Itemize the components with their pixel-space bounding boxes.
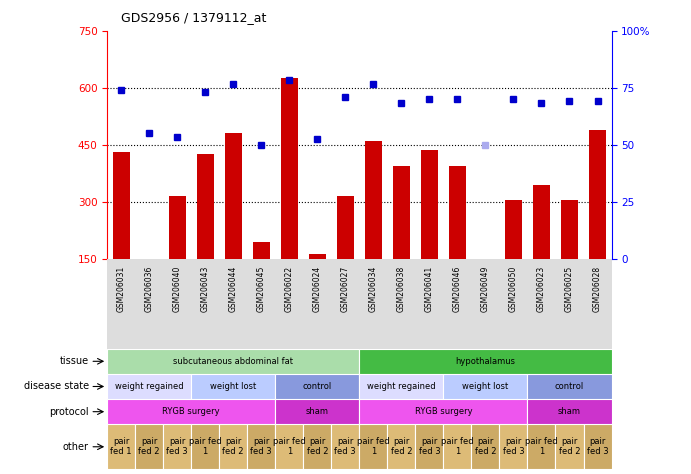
Bar (331, 424, 359, 469)
Text: GSM206040: GSM206040 (173, 266, 182, 312)
Text: GSM206049: GSM206049 (481, 266, 490, 312)
Text: control: control (303, 382, 332, 391)
Text: sham: sham (306, 407, 329, 416)
Bar (359, 349, 612, 374)
Text: pair
fed 3: pair fed 3 (250, 437, 272, 456)
Text: other: other (63, 442, 89, 452)
Bar (197, 154, 214, 259)
Text: pair
fed 3: pair fed 3 (502, 437, 524, 456)
Bar (275, 374, 359, 399)
Bar (113, 152, 129, 259)
Text: GSM206045: GSM206045 (257, 266, 266, 312)
Text: weight regained: weight regained (367, 382, 435, 391)
Text: protocol: protocol (49, 407, 89, 417)
Text: GSM206028: GSM206028 (593, 266, 602, 312)
Bar (281, 78, 298, 259)
Bar (191, 424, 219, 469)
Bar (533, 185, 550, 259)
Text: pair
fed 1: pair fed 1 (111, 437, 132, 456)
Text: GSM206036: GSM206036 (144, 266, 153, 312)
Bar (107, 349, 359, 374)
Bar (589, 129, 606, 259)
Bar (359, 374, 444, 399)
Bar (107, 374, 191, 399)
Text: pair fed
1: pair fed 1 (189, 437, 222, 456)
Text: GSM206024: GSM206024 (313, 266, 322, 312)
Bar (421, 150, 438, 259)
Text: subcutaneous abdominal fat: subcutaneous abdominal fat (173, 357, 293, 366)
Text: GSM206046: GSM206046 (453, 266, 462, 312)
Text: GSM206043: GSM206043 (200, 266, 209, 312)
Bar (191, 374, 275, 399)
Bar (583, 424, 612, 469)
Text: GSM206050: GSM206050 (509, 266, 518, 312)
Text: GSM206041: GSM206041 (425, 266, 434, 312)
Text: pair
fed 2: pair fed 2 (307, 437, 328, 456)
Text: GSM206025: GSM206025 (565, 266, 574, 312)
Text: pair fed
1: pair fed 1 (273, 437, 305, 456)
Text: pair
fed 3: pair fed 3 (587, 437, 608, 456)
Text: GSM206034: GSM206034 (369, 266, 378, 312)
Bar (471, 424, 500, 469)
Bar (107, 399, 275, 424)
Text: weight regained: weight regained (115, 382, 183, 391)
Bar (561, 200, 578, 259)
Text: weight lost: weight lost (462, 382, 509, 391)
Text: pair
fed 2: pair fed 2 (390, 437, 412, 456)
Bar (275, 424, 303, 469)
Bar (309, 254, 325, 259)
Text: pair
fed 3: pair fed 3 (334, 437, 356, 456)
Text: disease state: disease state (23, 382, 89, 392)
Text: pair
fed 2: pair fed 2 (223, 437, 244, 456)
Text: pair
fed 3: pair fed 3 (167, 437, 188, 456)
Text: pair
fed 3: pair fed 3 (419, 437, 440, 456)
Bar (169, 196, 186, 259)
Text: GSM206027: GSM206027 (341, 266, 350, 312)
Text: hypothalamus: hypothalamus (455, 357, 515, 366)
Bar (163, 424, 191, 469)
Text: GSM206038: GSM206038 (397, 266, 406, 312)
Text: GSM206023: GSM206023 (537, 266, 546, 312)
Text: control: control (555, 382, 584, 391)
Text: pair
fed 2: pair fed 2 (559, 437, 580, 456)
Bar (415, 424, 444, 469)
Text: GSM206031: GSM206031 (117, 266, 126, 312)
Text: pair fed
1: pair fed 1 (441, 437, 474, 456)
Bar (505, 200, 522, 259)
Bar (247, 424, 275, 469)
Bar (359, 424, 388, 469)
Bar (253, 242, 269, 259)
Bar (556, 424, 583, 469)
Bar (337, 196, 354, 259)
Text: sham: sham (558, 407, 581, 416)
Bar (107, 424, 135, 469)
Text: pair fed
1: pair fed 1 (525, 437, 558, 456)
Bar (388, 424, 415, 469)
Text: GSM206044: GSM206044 (229, 266, 238, 312)
Bar (449, 166, 466, 259)
Text: weight lost: weight lost (210, 382, 256, 391)
Bar (135, 424, 163, 469)
Text: GDS2956 / 1379112_at: GDS2956 / 1379112_at (121, 11, 266, 24)
Bar (219, 424, 247, 469)
Text: tissue: tissue (59, 356, 89, 366)
Text: RYGB surgery: RYGB surgery (415, 407, 472, 416)
Bar (444, 424, 471, 469)
Text: pair
fed 2: pair fed 2 (138, 437, 160, 456)
Bar (275, 399, 359, 424)
Bar (303, 424, 331, 469)
Bar (365, 141, 381, 259)
Bar (225, 133, 242, 259)
Bar (527, 424, 556, 469)
Text: pair fed
1: pair fed 1 (357, 437, 390, 456)
Text: RYGB surgery: RYGB surgery (162, 407, 220, 416)
Bar (393, 166, 410, 259)
Text: GSM206022: GSM206022 (285, 266, 294, 312)
Bar (500, 424, 527, 469)
Bar (359, 399, 527, 424)
Bar (527, 399, 612, 424)
Text: pair
fed 2: pair fed 2 (475, 437, 496, 456)
Bar (527, 374, 612, 399)
Bar (444, 374, 527, 399)
